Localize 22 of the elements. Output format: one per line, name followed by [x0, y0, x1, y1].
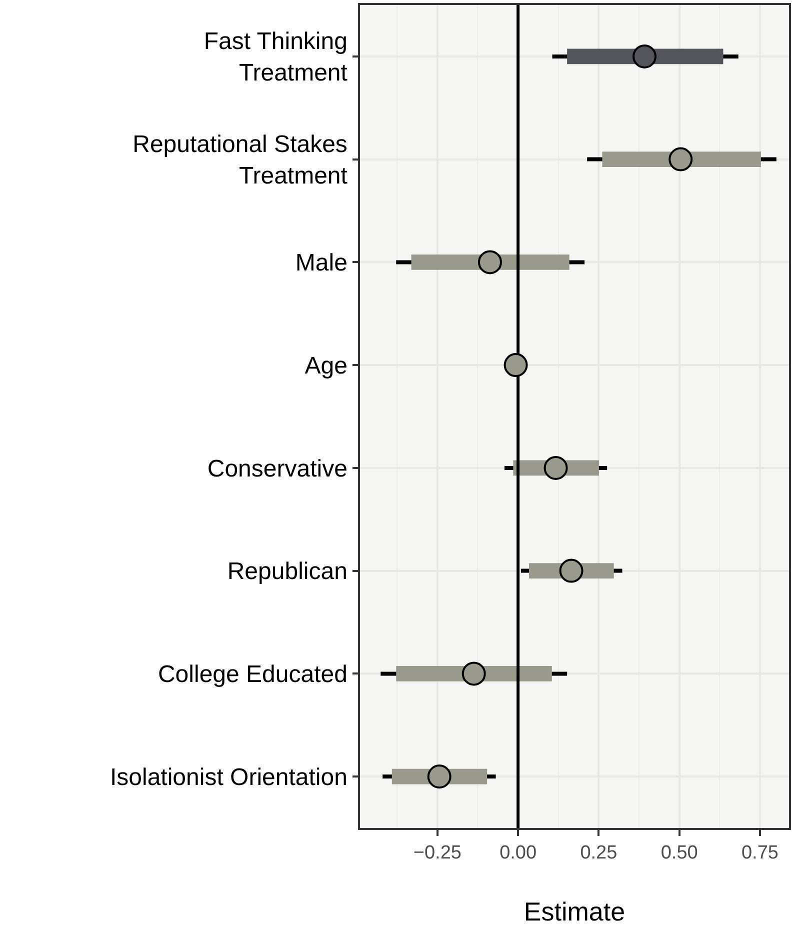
y-tick-label: Reputational Stakes Treatment — [132, 131, 348, 190]
y-tick-label: Age — [304, 352, 348, 380]
x-tick-label: 0.25 — [580, 842, 618, 864]
x-tick-label: −0.25 — [413, 842, 462, 864]
y-tick-label: Isolationist Orientation — [110, 764, 348, 791]
point — [544, 456, 568, 480]
y-tick-label: Republican — [227, 558, 348, 586]
point — [478, 250, 502, 274]
y-tick-label: Fast Thinking Treatment — [204, 28, 348, 86]
x-tick-label: 0.75 — [741, 842, 778, 864]
point — [668, 147, 693, 172]
point — [462, 662, 486, 686]
point — [632, 44, 656, 68]
y-tick-label: Conservative — [207, 455, 348, 482]
x-axis-title: Estimate — [524, 896, 626, 927]
x-tick-label: 0.00 — [500, 842, 537, 864]
point — [427, 764, 452, 789]
y-tick-label: College Educated — [158, 661, 348, 688]
y-tick-label: Male — [295, 250, 348, 277]
point — [559, 558, 584, 583]
x-tick-label: 0.50 — [660, 842, 698, 864]
point — [504, 353, 528, 378]
